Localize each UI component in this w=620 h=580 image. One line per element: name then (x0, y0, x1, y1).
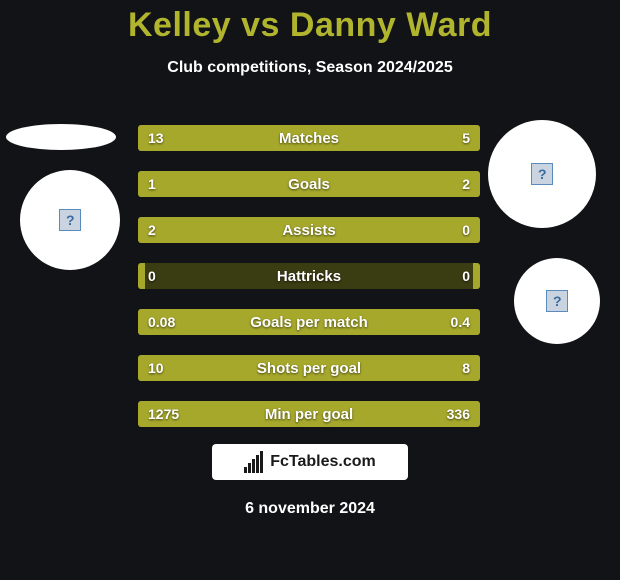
brand-bar (244, 467, 247, 473)
stat-label: Min per goal (138, 401, 480, 427)
stat-value-left: 0 (138, 263, 166, 289)
brand-bars-icon (244, 451, 266, 473)
stat-label: Goals per match (138, 309, 480, 335)
placeholder-icon (59, 209, 81, 231)
club-right-avatar (514, 258, 600, 344)
stat-value-left: 1 (138, 171, 166, 197)
page-title: Kelley vs Danny Ward (0, 0, 620, 45)
stat-value-right: 2 (452, 171, 480, 197)
stat-row: Goals1 2 (138, 171, 480, 197)
stat-value-right: 8 (452, 355, 480, 381)
stat-row: Matches13 5 (138, 125, 480, 151)
stat-value-right: 336 (437, 401, 480, 427)
stat-value-left: 2 (138, 217, 166, 243)
stat-value-left: 13 (138, 125, 174, 151)
player-left-avatar (20, 170, 120, 270)
brand-bar (252, 459, 255, 473)
stat-value-left: 10 (138, 355, 174, 381)
brand-bar (260, 451, 263, 473)
brand-text: FcTables.com (270, 453, 376, 471)
stat-value-right: 0 (452, 217, 480, 243)
footer-date: 6 november 2024 (0, 500, 620, 518)
stat-label: Assists (138, 217, 480, 243)
player-right-avatar (488, 120, 596, 228)
stat-value-left: 0.08 (138, 309, 185, 335)
stat-row: Shots per goal10 8 (138, 355, 480, 381)
stats-container: Matches135Goals12Assists20Hattricks00Goa… (138, 125, 480, 447)
brand-logo: FcTables.com (212, 444, 408, 480)
stat-value-right: 0 (452, 263, 480, 289)
brand-bar (248, 463, 251, 473)
stat-label: Hattricks (138, 263, 480, 289)
placeholder-icon (546, 290, 568, 312)
stat-row: Hattricks0 0 (138, 263, 480, 289)
stat-row: Min per goal1275 336 (138, 401, 480, 427)
stat-value-left: 1275 (138, 401, 189, 427)
stat-label: Matches (138, 125, 480, 151)
decorative-ellipse (6, 124, 116, 150)
subtitle: Club competitions, Season 2024/2025 (0, 59, 620, 77)
stat-label: Shots per goal (138, 355, 480, 381)
stat-value-right: 0.4 (441, 309, 480, 335)
stat-row: Goals per match0.08 0.4 (138, 309, 480, 335)
stat-value-right: 5 (452, 125, 480, 151)
placeholder-icon (531, 163, 553, 185)
stat-label: Goals (138, 171, 480, 197)
stat-row: Assists2 0 (138, 217, 480, 243)
brand-bar (256, 455, 259, 473)
